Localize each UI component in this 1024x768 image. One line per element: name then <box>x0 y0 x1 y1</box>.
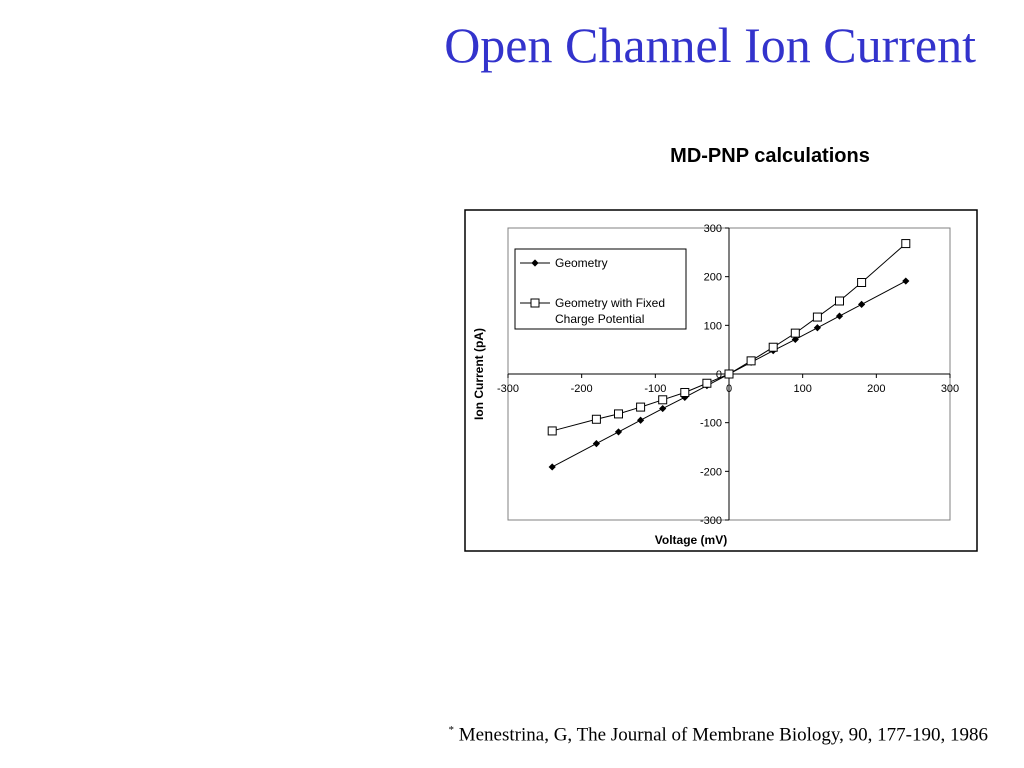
y-tick-label: 300 <box>704 223 722 235</box>
y-tick-label: 100 <box>704 320 722 332</box>
data-point-1 <box>791 335 799 344</box>
ion-current-chart: -300 -200 -100 0 100 200 300 300 200 100 0 -100 -200… <box>464 209 978 552</box>
data-point-2 <box>680 387 690 397</box>
data-point-1 <box>858 300 866 309</box>
y-tick-label: -200 <box>700 466 722 478</box>
data-point-2 <box>835 296 844 306</box>
chart-title: MD-PNP calculations <box>670 145 870 167</box>
data-point-2 <box>790 328 800 338</box>
data-point-2 <box>614 409 623 419</box>
x-tick-label: -200 <box>571 383 593 395</box>
legend-label-2: Geometry with Fixed <box>555 296 665 310</box>
legend-marker-1 <box>531 259 539 267</box>
data-point-1 <box>614 428 623 436</box>
citation: * Menestrina, G, The Journal of Membrane… <box>300 724 988 746</box>
data-point-2 <box>901 239 911 249</box>
data-point-1 <box>813 324 821 332</box>
data-point-2 <box>547 426 557 436</box>
y-tick-label: -100 <box>700 418 722 430</box>
citation-text: Menestrina, G, The Journal of Membrane B… <box>458 724 988 746</box>
citation-marker: * <box>448 724 454 736</box>
data-point-2 <box>591 414 601 424</box>
x-axis-label: Voltage (mV) <box>655 533 727 547</box>
y-axis-label: Ion Current (pA) <box>472 328 486 420</box>
legend-label-1: Geometry <box>555 256 608 270</box>
series-2 <box>547 239 911 436</box>
y-tick-label: 200 <box>704 272 722 284</box>
data-point-2 <box>658 395 668 405</box>
data-point-2 <box>702 378 712 388</box>
x-tick-label: 300 <box>941 383 959 395</box>
x-tick-label: 100 <box>793 383 811 395</box>
x-tick-label: 200 <box>867 383 885 395</box>
data-point-2 <box>746 356 756 366</box>
data-point-2 <box>636 402 646 412</box>
data-point-2 <box>812 312 822 322</box>
data-point-1 <box>835 312 844 320</box>
y-tick-label: -300 <box>700 515 722 527</box>
legend-box <box>514 248 687 330</box>
data-point-2 <box>857 278 867 288</box>
legend-marker-2 <box>530 298 540 308</box>
x-tick-label: -100 <box>644 383 666 395</box>
y-tick-label: 0 <box>716 369 722 381</box>
slide-title: Open Channel Ion Current <box>444 17 976 73</box>
legend: Geometry Geometry with Fixed Charge Potent… <box>514 248 687 330</box>
data-point-2 <box>768 342 778 352</box>
legend-label-2: Charge Potential <box>555 312 644 326</box>
x-tick-label: 0 <box>726 383 732 395</box>
data-point-2 <box>724 369 734 379</box>
x-tick-label: -300 <box>497 383 519 395</box>
